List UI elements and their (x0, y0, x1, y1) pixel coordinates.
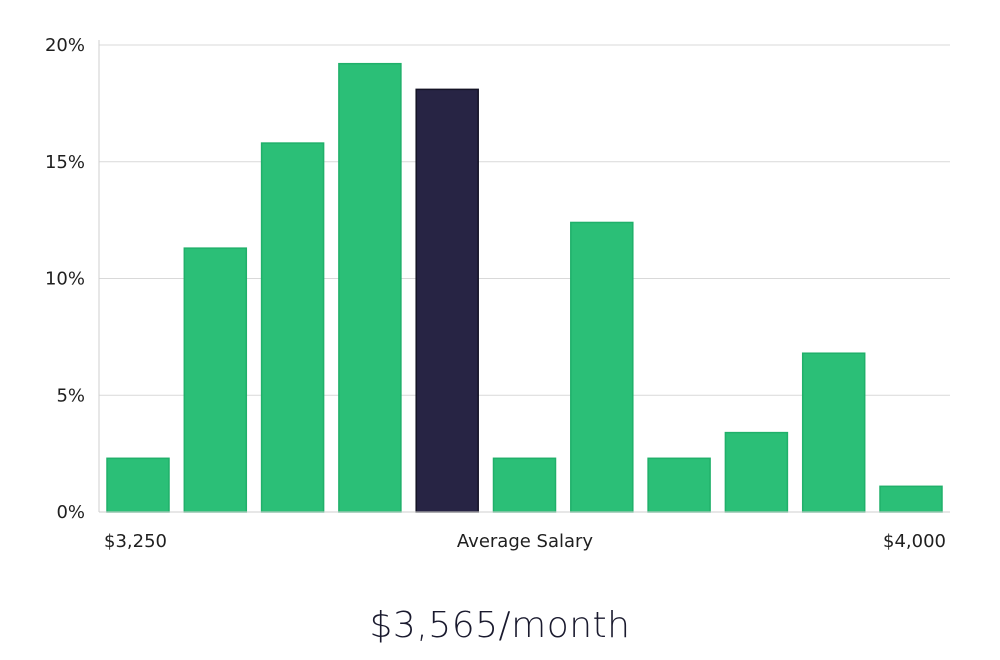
bar (801, 352, 866, 513)
bar (338, 62, 402, 513)
bar (260, 142, 325, 513)
y-tick-label: 0% (56, 502, 85, 523)
average-salary-summary: $3,565/month (369, 605, 631, 646)
bar (570, 221, 634, 513)
bar (183, 247, 248, 513)
y-tick-label: 15% (45, 152, 85, 173)
x-max-label: $4,000 (883, 531, 946, 552)
bar (492, 457, 557, 513)
y-tick-label: 5% (56, 385, 85, 406)
bar (724, 431, 789, 513)
bar (647, 457, 711, 513)
x-min-label: $3,250 (104, 531, 167, 552)
bar-highlighted (415, 88, 479, 513)
salary-histogram: 0% 5% 10% 15% 20% $3,250 Average Salary $4,0… (45, 35, 950, 552)
bar (106, 457, 170, 513)
y-tick-label: 20% (45, 35, 85, 56)
x-center-label: Average Salary (457, 531, 594, 552)
y-tick-label: 10% (45, 269, 85, 290)
bars (106, 62, 943, 513)
y-axis-ticks: 0% 5% 10% 15% 20% (45, 35, 85, 523)
bar (879, 485, 943, 513)
